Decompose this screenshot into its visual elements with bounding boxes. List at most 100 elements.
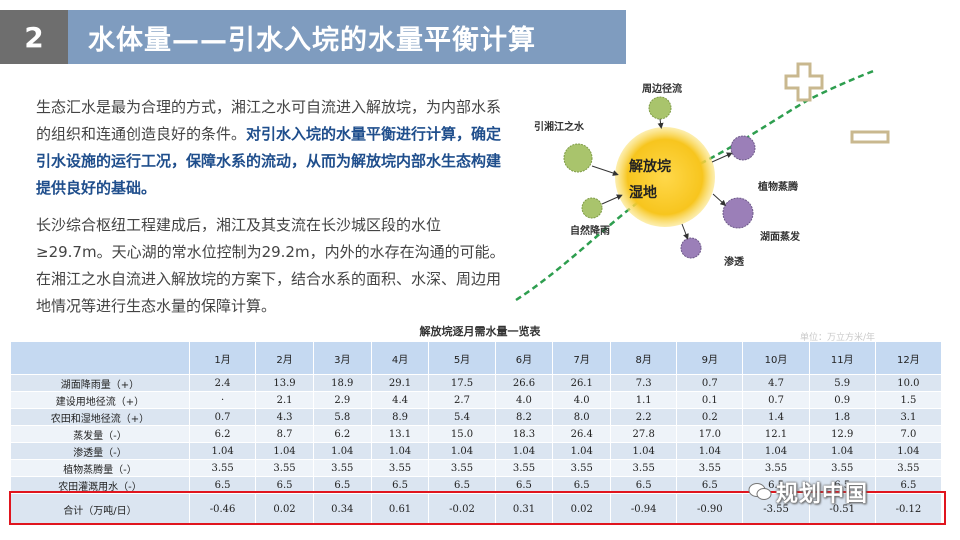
table-cell: 12.9 xyxy=(808,425,876,443)
row-label: 农田灌溉用水（-） xyxy=(10,476,190,494)
table-cell: 8.9 xyxy=(370,408,430,426)
water-demand-table: 1月 2月 3月 4月 5月 6月 7月 8月 9月 10月 11月 12月 湖面降雨量（+） 2.4 1… xyxy=(10,341,943,525)
header-corner xyxy=(10,341,190,375)
table-cell: 2.4 xyxy=(188,374,257,392)
table-cell: 1.04 xyxy=(552,442,612,460)
month-header: 8月 xyxy=(610,341,678,375)
table-cell: 3.55 xyxy=(370,459,430,477)
plus-icon xyxy=(784,62,824,102)
total-cell: -0.46 xyxy=(188,493,257,525)
water-balance-diagram: 解放垸 湿地 引湘江之水 周边径流 自然降雨 植物蒸腾 湖面蒸发 渗透 xyxy=(508,60,960,310)
table-title: 解放垸逐月需水量一览表 xyxy=(419,325,541,338)
inflow-circle-river xyxy=(563,143,593,173)
table-cell: 27.8 xyxy=(610,425,678,443)
total-cell: 0.02 xyxy=(552,493,612,525)
table-cell: 6.5 xyxy=(312,476,372,494)
row-label: 植物蒸腾量（-） xyxy=(10,459,190,477)
table-cell: 6.5 xyxy=(676,476,744,494)
table-cell: 2.1 xyxy=(255,391,314,409)
table-row: 建设用地径流（+） · 2.1 2.9 4.4 2.7 4.0 4.0 1.1 0.1 0.7 0.9… xyxy=(10,391,943,409)
table-cell: 1.04 xyxy=(312,442,372,460)
table-cell: 0.7 xyxy=(676,374,744,392)
total-cell: 0.02 xyxy=(255,493,314,525)
table-cell: 1.04 xyxy=(428,442,496,460)
total-cell: -0.90 xyxy=(676,493,744,525)
table-cell: 1.04 xyxy=(370,442,430,460)
table-cell: 2.7 xyxy=(428,391,496,409)
month-header: 1月 xyxy=(188,341,257,375)
month-header: 9月 xyxy=(676,341,744,375)
table-cell: 1.04 xyxy=(255,442,314,460)
table-header-row: 1月 2月 3月 4月 5月 6月 7月 8月 9月 10月 11月 12月 xyxy=(10,341,943,375)
section-number: 2 xyxy=(0,10,68,64)
table-row: 湖面降雨量（+） 2.4 13.9 18.9 29.1 17.5 26.6 26.1 7.3 0.… xyxy=(10,374,943,392)
table-cell: 1.04 xyxy=(676,442,744,460)
table-cell: 8.0 xyxy=(552,408,612,426)
table-cell: 3.55 xyxy=(742,459,810,477)
table-row: 植物蒸腾量（-） 3.55 3.55 3.55 3.55 3.55 3.55 3.55 3.55… xyxy=(10,459,943,477)
table-cell: 5.9 xyxy=(808,374,876,392)
month-header: 7月 xyxy=(552,341,612,375)
inflow-label-river: 引湘江之水 xyxy=(534,122,584,133)
outflow-circle-plant xyxy=(730,135,756,161)
center-label-2: 湿地 xyxy=(629,185,657,201)
table-cell: 3.55 xyxy=(676,459,744,477)
intro-paragraph-2: 长沙综合枢纽工程建成后，湘江及其支流在长沙城区段的水位≥29.7m。天心湖的常水… xyxy=(36,216,505,315)
month-header: 10月 xyxy=(742,341,810,375)
month-header: 3月 xyxy=(312,341,372,375)
table-cell: 1.04 xyxy=(610,442,678,460)
month-header: 4月 xyxy=(370,341,430,375)
table-cell: 0.1 xyxy=(676,391,744,409)
month-header: 6月 xyxy=(494,341,554,375)
table-cell: 0.7 xyxy=(188,408,257,426)
table-cell: 8.7 xyxy=(255,425,314,443)
total-cell: -0.12 xyxy=(874,493,943,525)
table-cell: 26.6 xyxy=(494,374,554,392)
table-cell: 3.55 xyxy=(552,459,612,477)
table-cell: 1.04 xyxy=(874,442,943,460)
table-cell: 26.4 xyxy=(552,425,612,443)
table-cell: 13.1 xyxy=(370,425,430,443)
table-cell: 2.9 xyxy=(312,391,372,409)
total-cell: -0.51 xyxy=(808,493,876,525)
table-row: 渗透量（-） 1.04 1.04 1.04 1.04 1.04 1.04 1.04 1.04 1.… xyxy=(10,442,943,460)
table-cell: 5.8 xyxy=(312,408,372,426)
table-cell: 1.8 xyxy=(808,408,876,426)
total-cell: 0.31 xyxy=(494,493,554,525)
table-cell: 3.55 xyxy=(610,459,678,477)
total-cell: 0.61 xyxy=(370,493,430,525)
table-cell: 1.04 xyxy=(808,442,876,460)
table-row: 农田和湿地径流（+） 0.7 4.3 5.8 8.9 5.4 8.2 8.0 2.2 0.2 1.4… xyxy=(10,408,943,426)
table-cell: 12.1 xyxy=(742,425,810,443)
row-label: 渗透量（-） xyxy=(10,442,190,460)
total-cell: -3.55 xyxy=(742,493,810,525)
table-cell: 2.2 xyxy=(610,408,678,426)
table-cell: 1.4 xyxy=(742,408,810,426)
inflow-label-runoff: 周边径流 xyxy=(642,84,682,95)
table-cell: 5.4 xyxy=(428,408,496,426)
center-label-1: 解放垸 xyxy=(629,159,671,175)
table-cell: 6.5 xyxy=(188,476,257,494)
table-cell: 8.2 xyxy=(494,408,554,426)
watermark: 规划中国 xyxy=(748,476,868,508)
table-cell: 1.04 xyxy=(494,442,554,460)
table-row: 蒸发量（-） 6.2 8.7 6.2 13.1 15.0 18.3 26.4 27.8 17.0 1… xyxy=(10,425,943,443)
month-header: 5月 xyxy=(428,341,496,375)
table-cell: 4.0 xyxy=(494,391,554,409)
table-cell: 1.04 xyxy=(742,442,810,460)
watermark-text: 规划中国 xyxy=(776,482,869,507)
total-cell: 0.34 xyxy=(312,493,372,525)
table-cell: 3.55 xyxy=(428,459,496,477)
row-label: 建设用地径流（+） xyxy=(10,391,190,409)
table-cell: 1.1 xyxy=(610,391,678,409)
table-cell: 4.0 xyxy=(552,391,612,409)
month-header: 11月 xyxy=(808,341,876,375)
table-cell: 1.5 xyxy=(874,391,943,409)
table-cell: 1.04 xyxy=(188,442,257,460)
minus-icon xyxy=(850,130,890,144)
table-cell: 3.55 xyxy=(808,459,876,477)
table-cell: 3.55 xyxy=(312,459,372,477)
table-cell: 4.4 xyxy=(370,391,430,409)
diagram-graphic xyxy=(515,62,890,302)
inflow-circle-rain xyxy=(581,197,603,219)
